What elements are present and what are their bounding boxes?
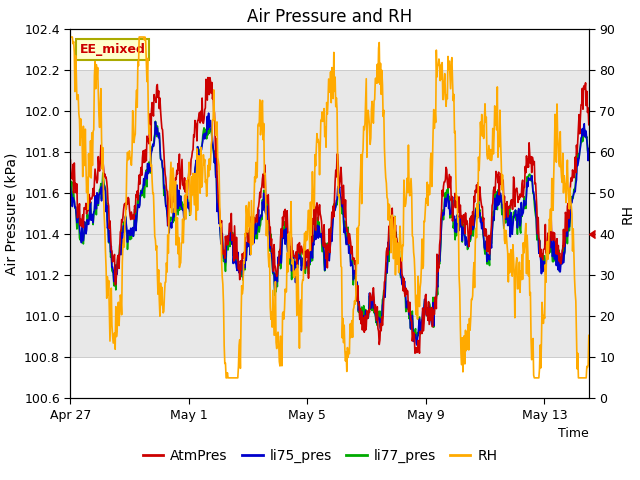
Text: EE_mixed: EE_mixed bbox=[80, 43, 146, 56]
Bar bbox=[70, 70, 589, 357]
Y-axis label: Air Pressure (kPa): Air Pressure (kPa) bbox=[4, 153, 19, 275]
Title: Air Pressure and RH: Air Pressure and RH bbox=[247, 8, 412, 26]
X-axis label: Time: Time bbox=[558, 427, 589, 440]
Y-axis label: RH: RH bbox=[621, 204, 635, 224]
Legend: AtmPres, li75_pres, li77_pres, RH: AtmPres, li75_pres, li77_pres, RH bbox=[137, 443, 503, 468]
